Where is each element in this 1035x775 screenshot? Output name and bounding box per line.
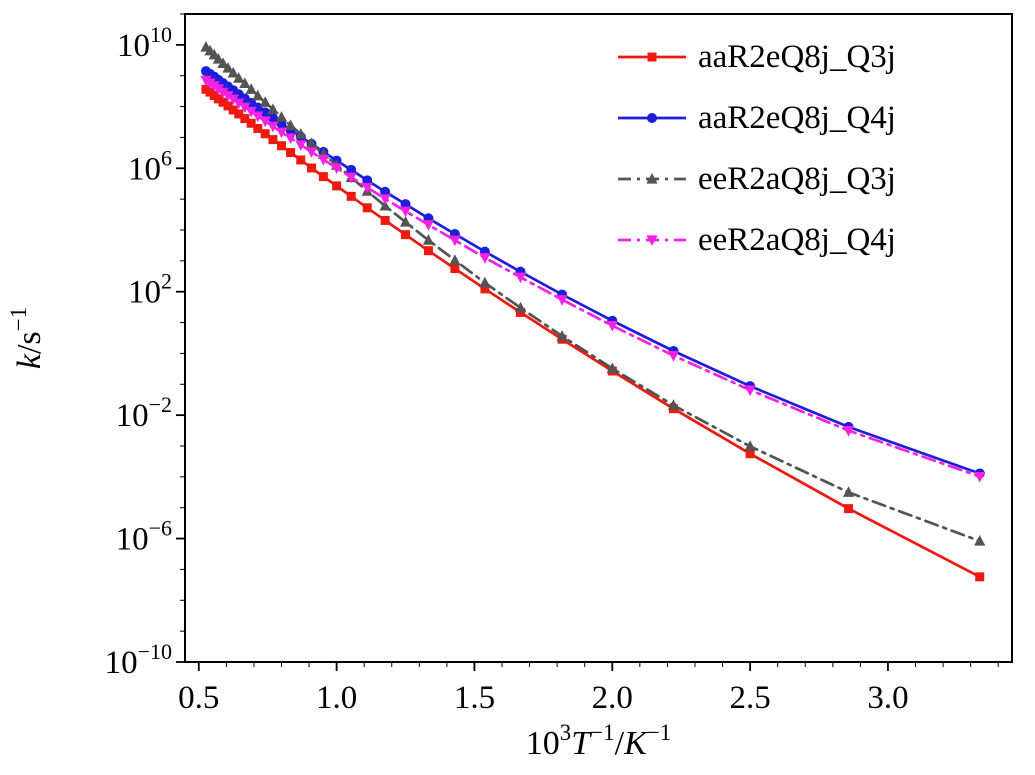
legend-item: eeR2aQ8j_Q4j: [616, 217, 896, 263]
y-tick-label: 10−2: [116, 392, 172, 434]
y-tick-label: 102: [128, 269, 172, 311]
series-markers-eeR2aQ8j_Q4j: [200, 75, 986, 483]
legend-label: eeR2aQ8j_Q3j: [698, 160, 896, 197]
y-tick-label: 106: [128, 145, 172, 187]
y-axis-ticks: 1010 106 102 10−2 10−6 10−10: [105, 13, 185, 681]
x-axis-label: 103T−1/K−1: [526, 720, 672, 762]
legend-item: eeR2aQ8j_Q3j: [616, 156, 896, 202]
legend-label: eeR2aQ8j_Q4j: [698, 221, 896, 258]
legend-marker-triangle-up: [618, 173, 686, 184]
x-tick-label: 2.5: [729, 680, 770, 716]
y-tick-label: 10−6: [116, 516, 172, 558]
x-tick-label: 0.5: [178, 680, 219, 716]
y-tick-label: 1010: [117, 22, 172, 64]
y-axis-label: k/s−1: [6, 307, 48, 369]
y-tick-label: 10−10: [105, 639, 172, 681]
legend-marker-triangle-down: [618, 235, 686, 246]
x-tick-label: 1.0: [316, 680, 357, 716]
legend-marker-square: [618, 52, 686, 62]
x-tick-label: 1.5: [454, 680, 495, 716]
plot-border: [184, 13, 1013, 663]
legend-label: aaR2eQ8j_Q4j: [698, 99, 896, 136]
series-markers-eeR2aQ8j_Q3j: [200, 41, 986, 546]
x-axis-ticks: 0.5 1.0 1.5 2.0 2.5 3.0: [178, 662, 999, 716]
legend-item: aaR2eQ8j_Q3j: [616, 34, 896, 80]
legend-item: aaR2eQ8j_Q4j: [616, 95, 896, 141]
x-tick-label: 3.0: [867, 680, 908, 716]
x-tick-label: 2.0: [592, 680, 633, 716]
legend-marker-circle: [618, 113, 686, 123]
legend: aaR2eQ8j_Q3j aaR2eQ8j_Q4j eeR2aQ8j_Q3j eeR2…: [616, 34, 896, 263]
legend-label: aaR2eQ8j_Q3j: [698, 38, 896, 75]
